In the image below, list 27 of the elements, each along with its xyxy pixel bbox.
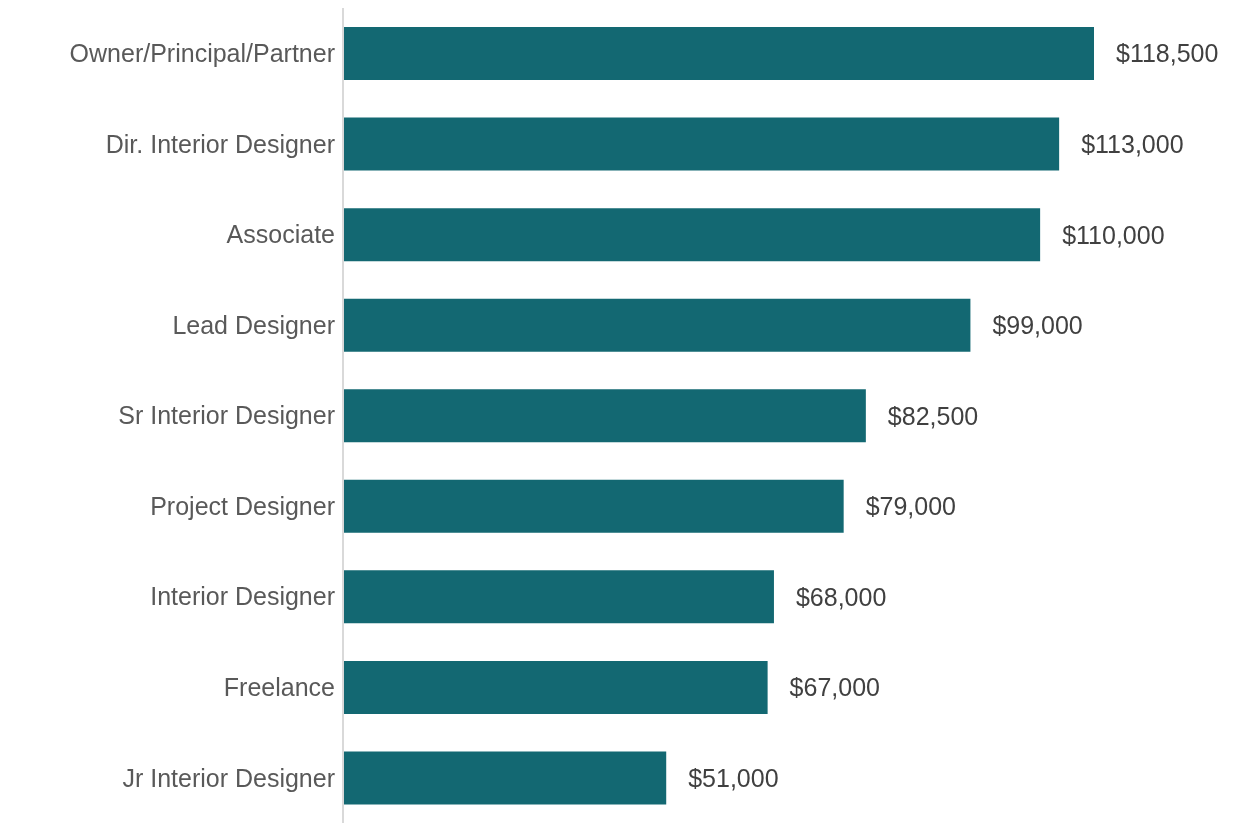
data-label: $113,000 (1081, 129, 1184, 158)
y-tick-label: Associate (226, 220, 335, 249)
data-label: $82,500 (887, 401, 979, 430)
y-tick-label: Owner/Principal/Partner (69, 39, 335, 68)
data-label: $110,000 (1062, 220, 1165, 249)
y-tick-label: Freelance (223, 673, 335, 702)
bar (343, 660, 768, 714)
data-label: $68,000 (795, 582, 887, 611)
bar (343, 117, 1060, 171)
data-label: $67,000 (789, 673, 880, 702)
bar (343, 27, 1094, 81)
bar (343, 208, 1041, 262)
bar (343, 570, 774, 624)
data-label: $79,000 (865, 492, 957, 521)
y-tick-label: Jr Interior Designer (122, 763, 335, 792)
y-tick-label: Dir. Interior Designer (105, 129, 335, 158)
data-label: $118,500 (1116, 39, 1219, 68)
data-label: $51,000 (688, 763, 779, 792)
data-label: $99,000 (992, 311, 1083, 340)
bar (343, 298, 971, 352)
bar (343, 389, 866, 443)
y-tick-label: Lead Designer (172, 310, 335, 339)
bar (343, 479, 844, 533)
y-tick-label: Project Designer (150, 491, 335, 520)
y-tick-label: Interior Designer (150, 582, 335, 611)
y-tick-label: Sr Interior Designer (118, 401, 335, 430)
bar (343, 751, 667, 805)
